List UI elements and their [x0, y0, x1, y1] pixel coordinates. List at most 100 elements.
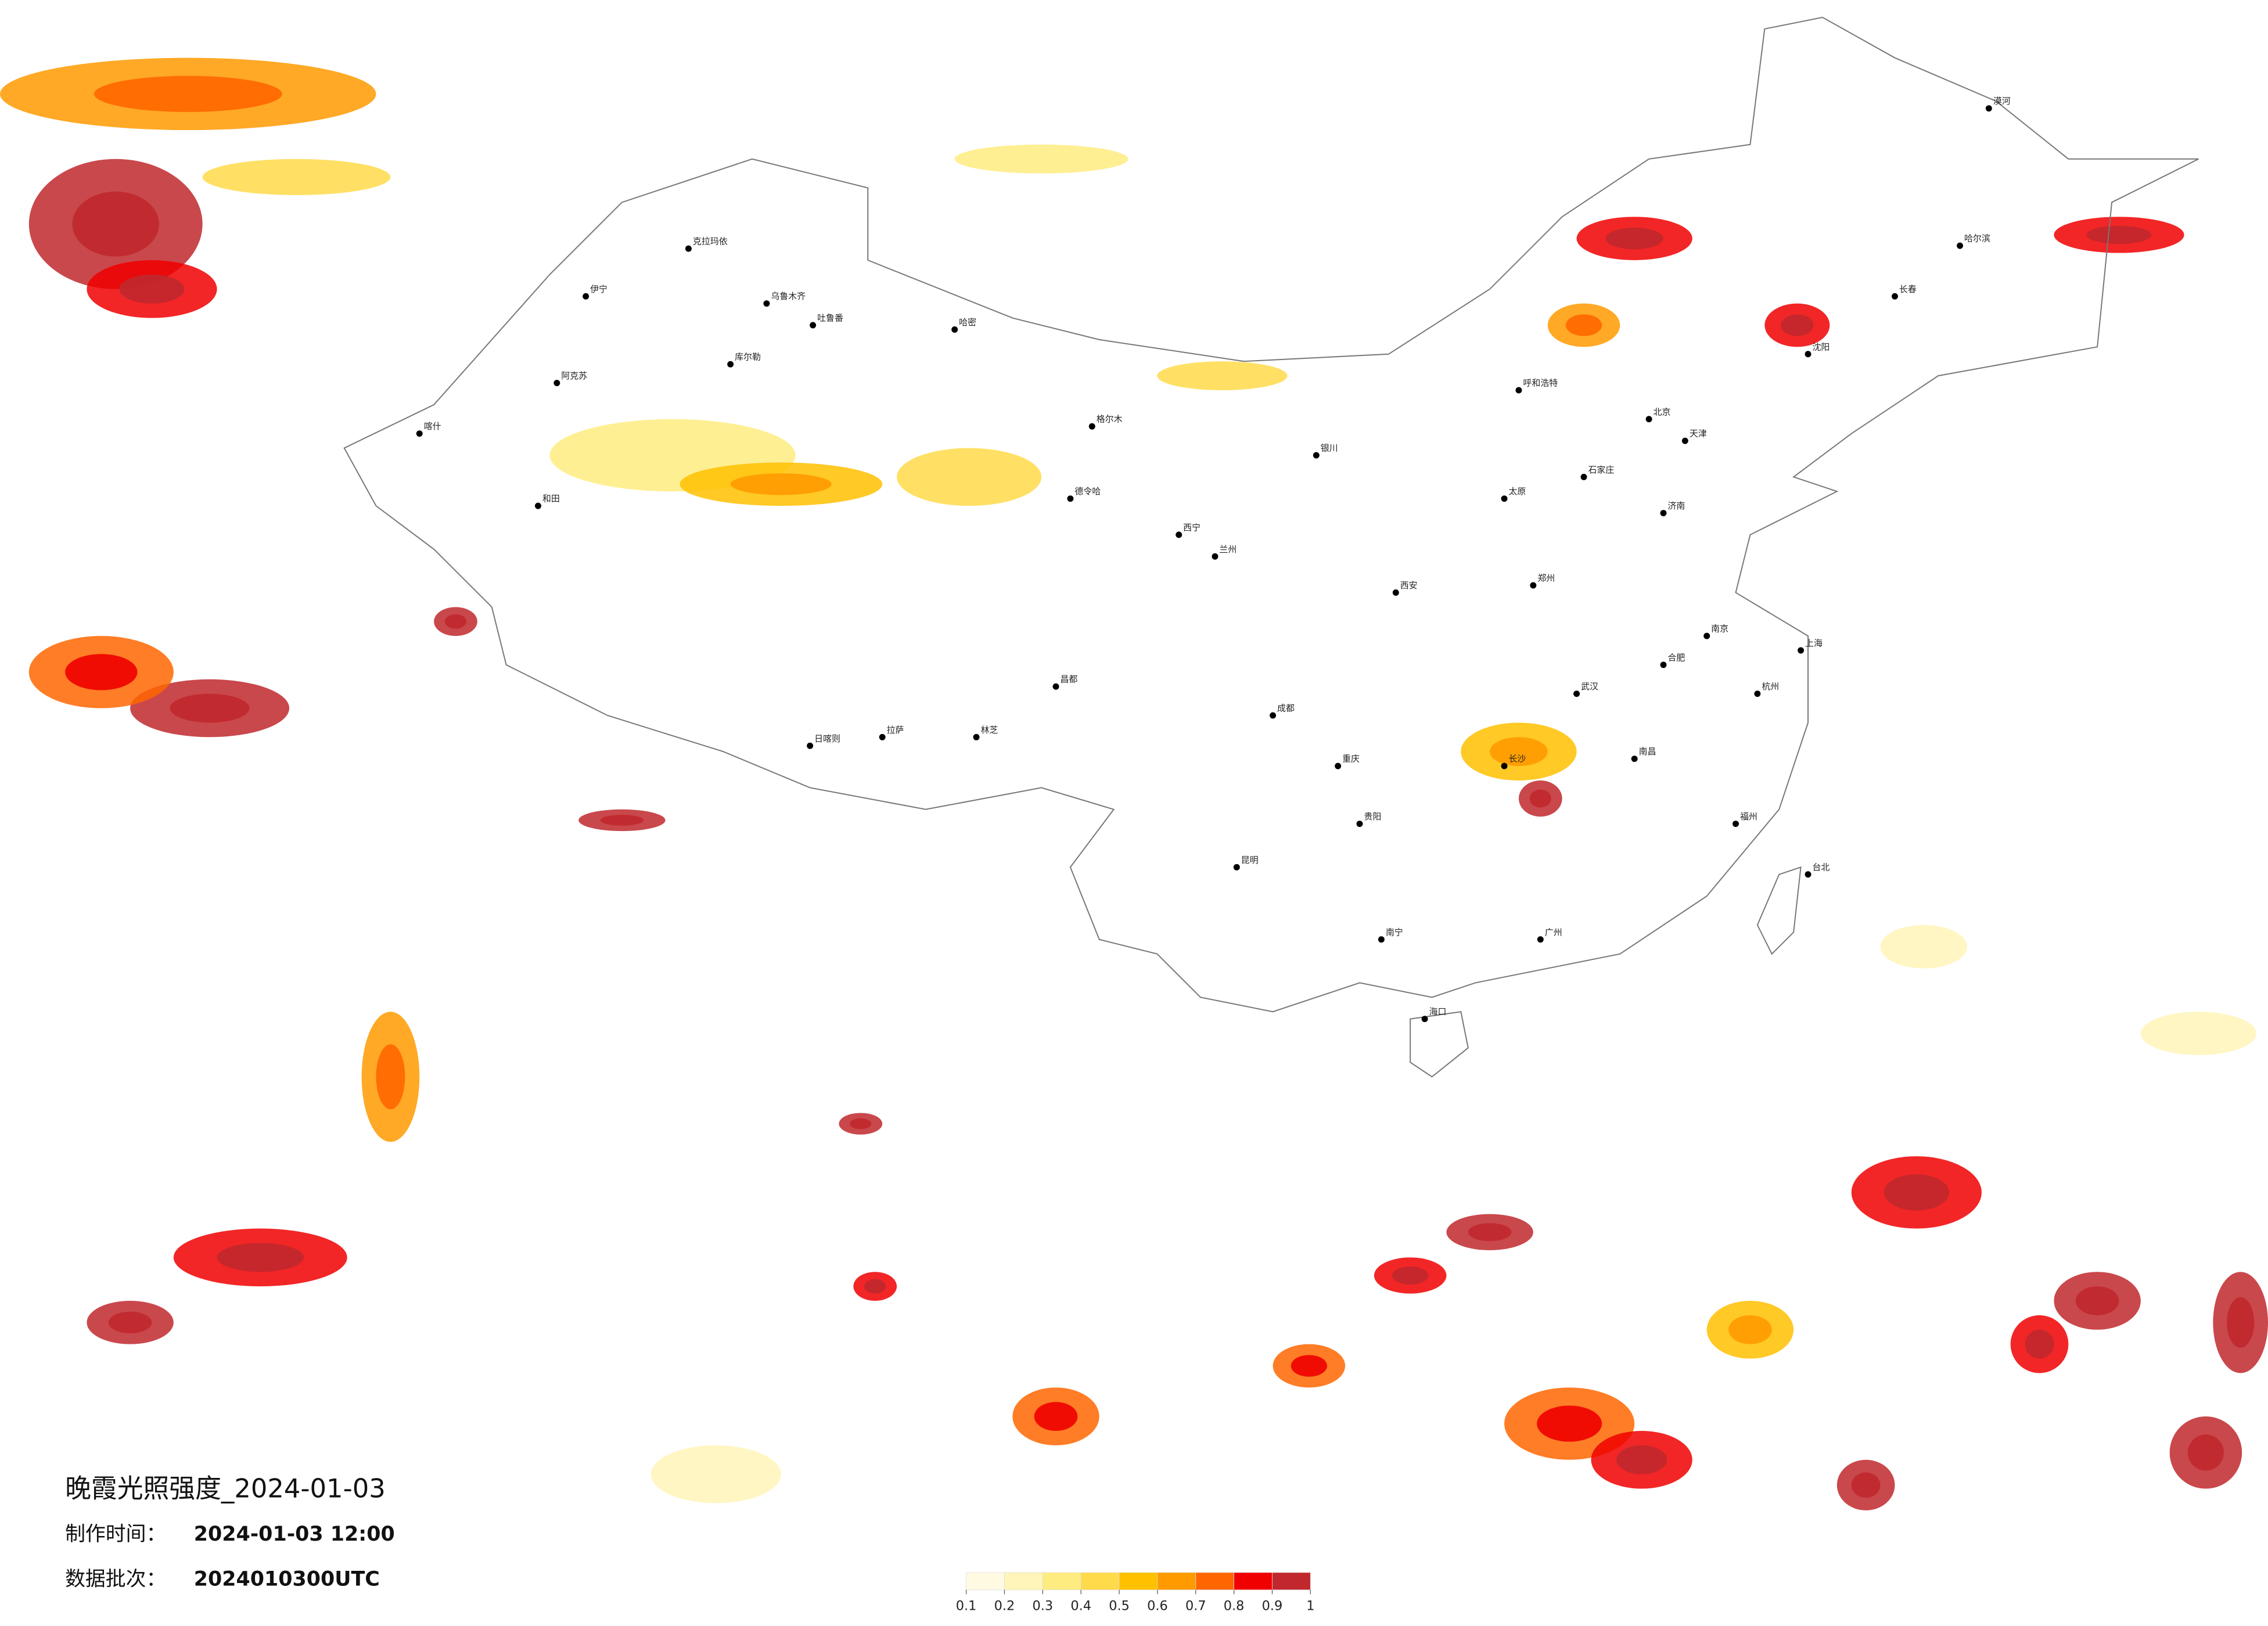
intensity-core — [2086, 225, 2152, 244]
city-dot — [1573, 690, 1580, 697]
city-dot — [1580, 473, 1587, 480]
legend-tick-label: 0.7 — [1185, 1599, 1206, 1614]
city-name: 阿克苏 — [561, 370, 587, 381]
city-dot — [1067, 495, 1074, 502]
intensity-core — [864, 1279, 886, 1294]
made-label: 制作时间： — [65, 1523, 166, 1546]
city-dot — [534, 502, 541, 509]
city-dot — [1176, 531, 1182, 538]
city-name: 西宁 — [1183, 522, 1201, 533]
intensity-core — [1781, 314, 1814, 336]
hainan-outline — [1410, 1011, 1469, 1078]
city-name: 北京 — [1654, 406, 1671, 417]
city-name: 乌鲁木齐 — [771, 291, 806, 301]
legend-swatch — [1004, 1572, 1043, 1591]
intensity-patch — [1157, 361, 1288, 390]
city-name: 武汉 — [1581, 681, 1598, 692]
city-name: 南京 — [1711, 624, 1728, 634]
taiwan-outline — [1756, 866, 1802, 955]
city-dot — [951, 326, 958, 333]
city-dot — [727, 361, 734, 368]
city-name: 太原 — [1509, 486, 1526, 497]
intensity-core — [1884, 1174, 1949, 1211]
city-dot — [1356, 821, 1363, 828]
intensity-core — [1851, 1472, 1881, 1498]
city-name: 拉萨 — [887, 725, 904, 735]
city-name: 哈密 — [959, 317, 976, 328]
intensity-core — [2025, 1329, 2054, 1359]
city-name: 贵阳 — [1364, 811, 1381, 822]
intensity-core — [2075, 1286, 2119, 1315]
city-name: 天津 — [1690, 429, 1707, 439]
city-name: 格尔木 — [1097, 414, 1123, 425]
city-dot — [879, 733, 886, 740]
city-name: 南宁 — [1386, 927, 1403, 937]
city-dot — [1798, 647, 1805, 654]
intensity-core — [600, 815, 644, 826]
city-name: 海口 — [1429, 1006, 1447, 1017]
city-dot — [1392, 589, 1399, 596]
legend-tick-label: 0.3 — [1033, 1599, 1054, 1614]
city-name: 漠河 — [1993, 96, 2011, 106]
intensity-core — [1291, 1355, 1327, 1377]
city-name: 重庆 — [1342, 754, 1360, 764]
intensity-core — [1468, 1223, 1512, 1242]
intensity-core — [1392, 1266, 1429, 1285]
legend-tick-label: 0.9 — [1262, 1599, 1283, 1614]
legend-tick-label: 0.6 — [1147, 1599, 1168, 1614]
city-dot — [1703, 632, 1710, 639]
legend-swatch — [1272, 1572, 1311, 1591]
city-dot — [1421, 1016, 1428, 1023]
legend-tick-label: 1 — [1306, 1599, 1314, 1614]
intensity-core — [1616, 1445, 1667, 1474]
city-name: 长沙 — [1509, 754, 1526, 764]
intensity-core — [72, 191, 159, 257]
city-name: 德令哈 — [1074, 486, 1101, 497]
city-name: 和田 — [542, 494, 560, 504]
intensity-core — [1565, 314, 1602, 336]
intensity-core — [850, 1118, 872, 1129]
city-name: 伊宁 — [590, 284, 608, 294]
city-dot — [1660, 510, 1667, 517]
city-name: 昆明 — [1241, 855, 1259, 865]
city-dot — [1754, 690, 1761, 697]
city-dot — [1212, 553, 1219, 560]
city-name: 福州 — [1740, 811, 1757, 822]
intensity-patch — [2140, 1012, 2257, 1055]
city-name: 呼和浩特 — [1523, 378, 1558, 388]
legend-tick-label: 0.2 — [994, 1599, 1015, 1614]
intensity-core — [1728, 1315, 1772, 1344]
city-name: 合肥 — [1667, 652, 1685, 663]
city-dot — [1645, 416, 1652, 423]
city-name: 西安 — [1400, 580, 1418, 591]
legend-swatch — [1042, 1572, 1081, 1591]
city-dot — [1957, 242, 1964, 249]
city-dot — [1052, 683, 1059, 690]
legend-tick-label: 0.8 — [1224, 1599, 1245, 1614]
city-dot — [763, 300, 770, 307]
city-name: 喀什 — [424, 421, 441, 431]
city-dot — [1733, 821, 1739, 828]
legend-swatch — [1195, 1572, 1234, 1591]
city-dot — [1681, 437, 1688, 444]
intensity-core — [2227, 1297, 2255, 1348]
city-name: 昌都 — [1060, 674, 1077, 685]
city-dot — [1313, 452, 1320, 459]
intensity-patch — [897, 448, 1042, 506]
intensity-patch — [202, 159, 391, 195]
city-dot — [973, 733, 980, 740]
legend-swatch — [1119, 1572, 1158, 1591]
intensity-core — [1537, 1405, 1602, 1442]
city-name: 吐鲁番 — [817, 313, 843, 323]
city-name: 日喀则 — [814, 733, 840, 744]
city-dot — [553, 380, 560, 387]
city-dot — [810, 322, 817, 329]
map-title: 晚霞光照强度_2024-01-03 — [65, 1473, 386, 1504]
intensity-core — [94, 75, 282, 112]
city-dot — [1805, 871, 1811, 878]
city-name: 哈尔滨 — [1964, 233, 1990, 244]
city-name: 银川 — [1321, 443, 1338, 454]
city-dot — [1335, 762, 1342, 769]
